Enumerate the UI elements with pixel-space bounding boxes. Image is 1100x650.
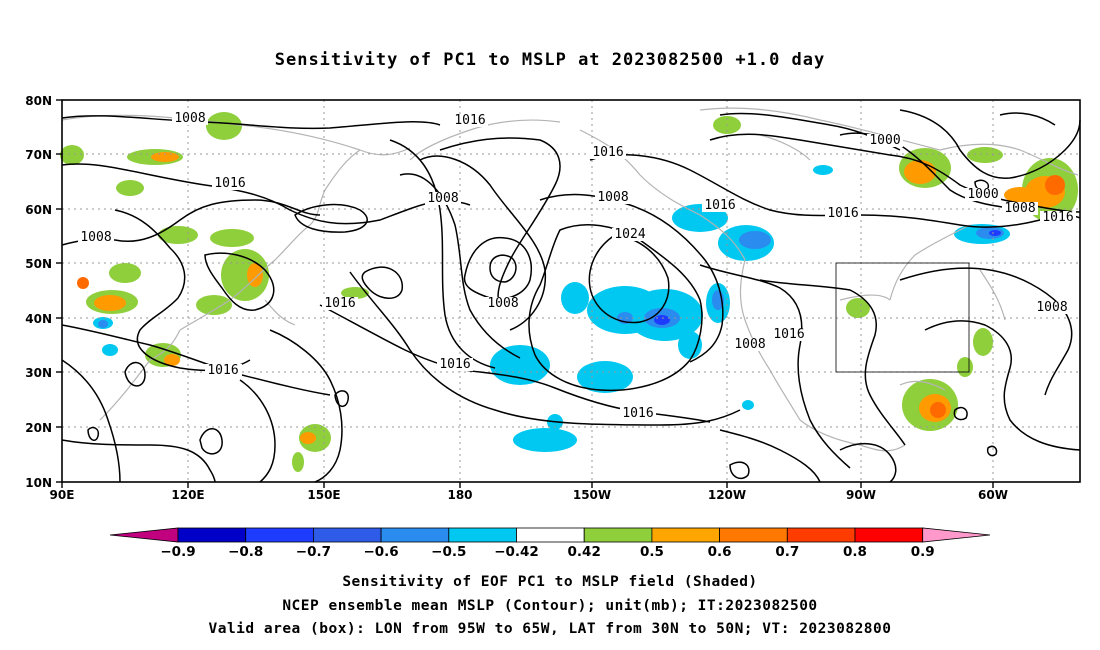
x-tick-label: 150W [573, 488, 611, 502]
contour-label-bg [212, 177, 248, 190]
colorbar-swatch [312, 527, 382, 543]
contour-label: 1016 [592, 145, 623, 160]
colorbar-label: 0.7 [775, 544, 799, 560]
x-tick-label: 120E [171, 488, 204, 502]
contour-label-bg [620, 407, 656, 420]
contour-label-bg [1002, 202, 1038, 215]
contour-label-bg [78, 231, 114, 244]
colorbar-swatch [516, 527, 585, 543]
contour-label: 1024 [614, 227, 645, 242]
contour-label-bg [590, 146, 626, 159]
colorbar-label: −0.5 [431, 544, 466, 560]
contour-label: 1016 [454, 113, 485, 128]
colorbar-swatch [448, 527, 517, 543]
footnote-valid-area: Valid area (box): LON from 95W to 65W, L… [208, 621, 892, 637]
contour-label-bg [322, 297, 358, 310]
contour-label: 1016 [622, 406, 653, 421]
colorbar-swatch [786, 527, 856, 543]
contour-label: 1008 [487, 296, 518, 311]
mslp-contours [61, 109, 1081, 483]
colorbar-label: 0.5 [640, 544, 664, 560]
contour-label-bg [965, 188, 1001, 201]
contour-label-bg [1040, 211, 1076, 224]
colorbar-label: 0.6 [708, 544, 732, 560]
footnote-shading: Sensitivity of EOF PC1 to MSLP field (Sh… [342, 574, 758, 590]
y-tick-label: 60N [25, 203, 52, 217]
y-tick-label: 50N [25, 257, 52, 271]
contour-label-bg [732, 338, 768, 351]
contour-label-bg [825, 207, 861, 220]
y-tick-label: 70N [25, 148, 52, 162]
colorbar-swatch [854, 527, 924, 543]
y-tick-label: 10N [25, 476, 52, 490]
map-frame [61, 99, 1081, 483]
colorbar: −0.9 −0.8 −0.7 −0.6 −0.5 −0.42 0.42 0.5 0.6 0.7 0.… [109, 527, 991, 560]
x-tick-label: 90E [50, 488, 75, 502]
y-tick-label: 20N [25, 421, 52, 435]
colorbar-label: −0.9 [160, 544, 195, 560]
colorbar-label: −0.8 [228, 544, 263, 560]
contour-label-bg [485, 297, 521, 310]
contour-label-group: 1008 1016 1008 1016 1008 1016 1008 1016 1008 1016… [78, 111, 1076, 421]
contour-label-bg [437, 358, 473, 371]
y-axis-labels: 80N 70N 60N 50N 40N 30N 20N 10N [25, 94, 52, 490]
contour-label-bg [867, 134, 903, 147]
contour-label: 1016 [1042, 210, 1073, 225]
contour-label: 1016 [773, 327, 804, 342]
x-tick-label: 90W [846, 488, 876, 502]
contour-label: 1008 [1004, 201, 1035, 216]
x-tick-label: 120W [708, 488, 746, 502]
contour-label-bg [425, 192, 461, 205]
colorbar-label: 0.9 [911, 544, 935, 560]
contour-label: 1008 [1036, 300, 1067, 315]
x-axis-labels: 90E 120E 150E 180 150W 120W 90W 60W [50, 488, 1008, 502]
contour-label: 1008 [597, 190, 628, 205]
contour-label-bg [595, 191, 631, 204]
colorbar-swatch [719, 527, 788, 543]
contour-label: 1008 [80, 230, 111, 245]
y-tick-label: 80N [25, 94, 52, 108]
colorbar-swatch [177, 527, 247, 543]
colorbar-label: 0.8 [843, 544, 867, 560]
contour-label-bg [702, 199, 738, 212]
contour-label: 1016 [214, 176, 245, 191]
contour-label: 1016 [324, 296, 355, 311]
colorbar-end-high [922, 527, 991, 543]
colorbar-label: −0.6 [363, 544, 398, 560]
contour-label: 1000 [869, 133, 900, 148]
contour-label: 1016 [439, 357, 470, 372]
contour-label-bg [612, 228, 648, 241]
contour-label-bg [771, 328, 807, 341]
coastlines [61, 107, 1079, 452]
contour-label: 1008 [734, 337, 765, 352]
contour-label-bg [172, 112, 208, 125]
colorbar-swatch [245, 527, 314, 543]
contour-label: 1008 [427, 191, 458, 206]
footnote-contour: NCEP ensemble mean MSLP (Contour); unit(… [282, 598, 818, 614]
y-tick-label: 40N [25, 312, 52, 326]
chart-title: Sensitivity of PC1 to MSLP at 2023082500… [274, 50, 826, 70]
colorbar-label: 0.42 [568, 544, 601, 560]
contour-label: 1016 [827, 206, 858, 221]
contour-label-bg [205, 364, 241, 377]
colorbar-label: −0.7 [296, 544, 331, 560]
colorbar-end-low [109, 527, 179, 543]
colorbar-swatch [380, 527, 450, 543]
contour-label: 1016 [704, 198, 735, 213]
valid-area-box [835, 262, 970, 373]
colorbar-label: −0.42 [494, 544, 539, 560]
contour-label: 1008 [174, 111, 205, 126]
x-tick-label: 60W [978, 488, 1008, 502]
y-tick-label: 30N [25, 366, 52, 380]
x-tick-label: 150E [307, 488, 340, 502]
x-tick-label: 180 [447, 488, 472, 502]
contour-label-bg [1034, 301, 1070, 314]
colorbar-swatch [651, 527, 721, 543]
contour-label-bg [452, 114, 488, 127]
colorbar-swatch [583, 527, 653, 543]
contour-label: 1000 [967, 187, 998, 202]
contour-label: 1016 [207, 363, 238, 378]
